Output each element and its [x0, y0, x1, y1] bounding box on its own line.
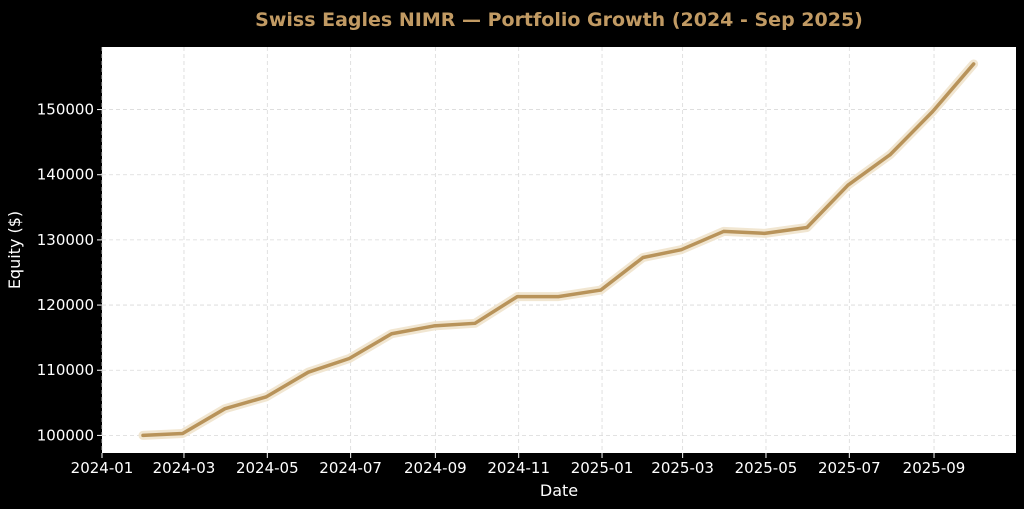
- axis-layer: 2024-01 2024-03 2024-05 2024-07 2024-09 2024-…: [37, 101, 966, 477]
- x-tick-label: 2024-03: [153, 459, 216, 477]
- line-layer: [138, 59, 979, 440]
- y-tick-label: 120000: [37, 296, 94, 314]
- y-tick-label: 110000: [37, 361, 94, 379]
- x-tick-label: 2024-11: [487, 459, 550, 477]
- data-point: [181, 431, 185, 435]
- y-tick-label: 100000: [37, 426, 94, 444]
- data-point: [763, 231, 767, 235]
- y-tick-label: 140000: [37, 166, 94, 184]
- x-tick-label: 2025-03: [651, 459, 714, 477]
- chart-title: Swiss Eagles NIMR — Portfolio Growth (20…: [255, 9, 863, 31]
- data-point: [722, 229, 726, 233]
- data-point: [931, 110, 935, 114]
- data-point: [805, 226, 809, 230]
- data-point: [972, 62, 976, 66]
- data-point: [306, 370, 310, 374]
- plot-area: [102, 47, 1016, 453]
- data-point: [473, 321, 477, 325]
- data-point: [556, 295, 560, 299]
- data-point: [347, 357, 351, 361]
- data-point: [515, 295, 519, 299]
- y-tick-label: 150000: [37, 101, 94, 119]
- x-tick-label: 2024-07: [319, 459, 382, 477]
- x-tick-label: 2025-05: [735, 459, 798, 477]
- data-point: [679, 248, 683, 252]
- x-tick-label: 2025-07: [818, 459, 881, 477]
- data-point: [888, 153, 892, 157]
- x-tick-label: 2024-09: [404, 459, 467, 477]
- data-point: [599, 288, 603, 292]
- data-point: [141, 433, 145, 437]
- data-point: [846, 183, 850, 187]
- y-axis-label: Equity ($): [5, 211, 24, 289]
- x-tick-label: 2025-01: [571, 459, 634, 477]
- x-axis-label: Date: [540, 481, 578, 500]
- data-point: [223, 407, 227, 411]
- data-point: [641, 255, 645, 259]
- grid-layer: [101, 47, 1016, 453]
- data-point: [390, 332, 394, 336]
- x-tick-label: 2024-05: [236, 459, 299, 477]
- x-tick-label: 2025-09: [903, 459, 966, 477]
- x-tick-label: 2024-01: [71, 459, 134, 477]
- y-tick-label: 130000: [37, 231, 94, 249]
- data-point: [432, 324, 436, 328]
- data-point: [264, 395, 268, 399]
